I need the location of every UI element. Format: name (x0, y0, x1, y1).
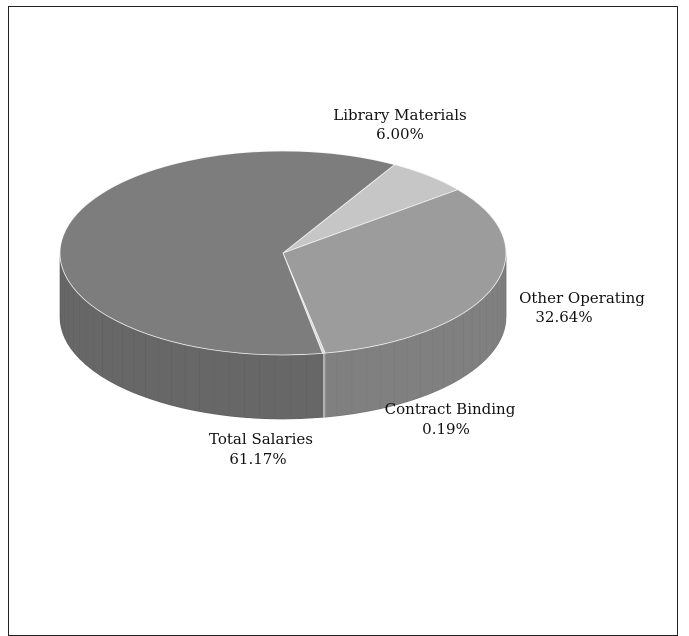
label-library-materials-value: 6.00% (376, 125, 424, 143)
label-contract-binding-name: Contract Binding (385, 400, 516, 418)
label-total-salaries-name: Total Salaries (209, 430, 313, 448)
pie-tops (59, 150, 507, 356)
label-other-operating-name: Other Operating (519, 289, 645, 307)
label-total-salaries-value: 61.17% (229, 450, 286, 468)
label-contract-binding-value: 0.19% (422, 420, 470, 438)
pie-slice-other-operating (282, 189, 507, 354)
label-other-operating: Other Operating 32.64% (519, 289, 645, 326)
pie-slice-total-salaries (59, 150, 396, 356)
pie-side-contract-binding (322, 352, 326, 418)
label-contract-binding: Contract Binding 0.19% (385, 400, 516, 438)
label-other-operating-value: 32.64% (535, 308, 592, 326)
label-library-materials-name: Library Materials (333, 106, 467, 124)
label-library-materials: Library Materials 6.00% (333, 106, 467, 143)
label-total-salaries: Total Salaries 61.17% (209, 430, 313, 468)
